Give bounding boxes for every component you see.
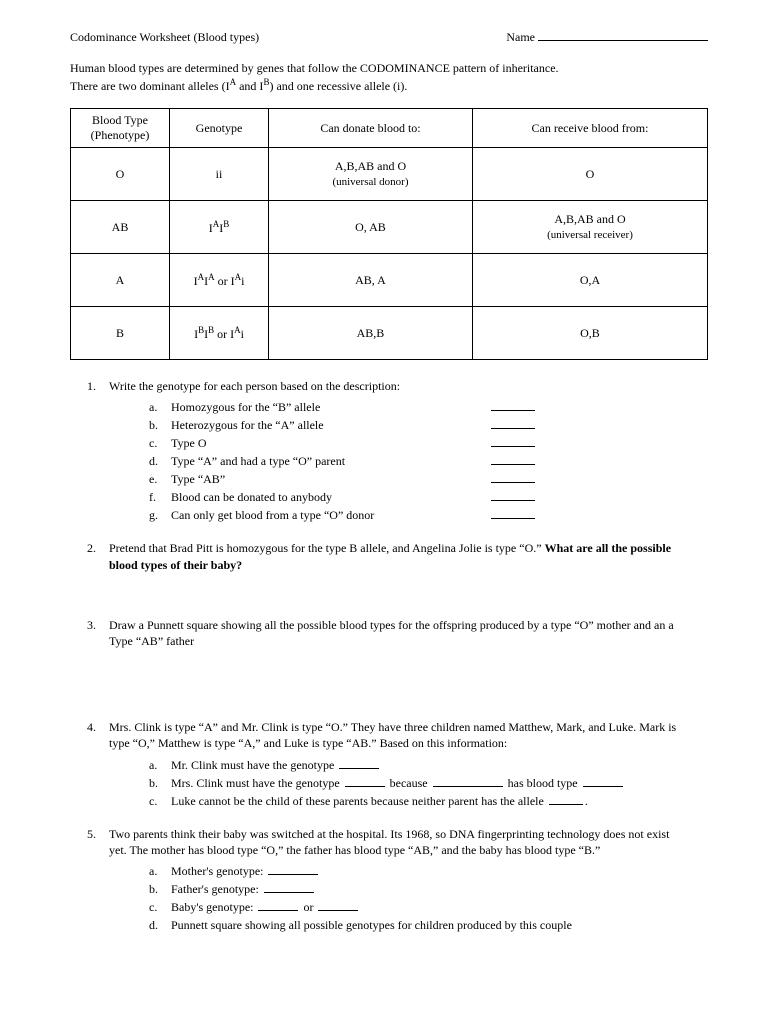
table-row: AB IAIB O, AB A,B,AB and O(universal rec… (71, 201, 708, 254)
name-blank (538, 40, 708, 41)
answer-blank (491, 464, 535, 465)
answer-blank (339, 768, 379, 769)
answer-blank (345, 786, 385, 787)
genotype-A: IAIA or IAi (170, 254, 269, 307)
th-genotype: Genotype (170, 109, 269, 148)
question-2: 2. Pretend that Brad Pitt is homozygous … (70, 540, 708, 572)
worksheet-page: Codominance Worksheet (Blood types) Name… (0, 0, 768, 1024)
answer-blank (491, 410, 535, 411)
q5-items: a. Mother's genotype: b. Father's genoty… (149, 862, 689, 934)
blood-type-table: Blood Type (Phenotype) Genotype Can dona… (70, 108, 708, 360)
answer-blank (491, 518, 535, 519)
intro-text: Human blood types are determined by gene… (70, 61, 708, 94)
title: Codominance Worksheet (Blood types) (70, 30, 259, 45)
list-item: e.Type “AB” (149, 470, 689, 488)
q4-items: a. Mr. Clink must have the genotype b. M… (149, 756, 689, 810)
question-3: 3. Draw a Punnett square showing all the… (70, 617, 708, 649)
genotype-AB: IAIB (170, 201, 269, 254)
q1-items: a.Homozygous for the “B” allele b.Hetero… (149, 398, 689, 524)
list-item: c. Luke cannot be the child of these par… (149, 792, 689, 810)
genotype-B: IBIB or IAi (170, 307, 269, 360)
list-item: a.Homozygous for the “B” allele (149, 398, 689, 416)
th-receive: Can receive blood from: (472, 109, 707, 148)
list-item: a. Mr. Clink must have the genotype (149, 756, 689, 774)
list-item: b. Father's genotype: (149, 880, 689, 898)
answer-blank (583, 786, 623, 787)
list-item: d.Type “A” and had a type “O” parent (149, 452, 689, 470)
question-1: 1. Write the genotype for each person ba… (70, 378, 708, 524)
answer-blank (491, 428, 535, 429)
answer-blank (264, 892, 314, 893)
list-item: g.Can only get blood from a type “O” don… (149, 506, 689, 524)
th-phenotype: Blood Type (Phenotype) (71, 109, 170, 148)
list-item: f.Blood can be donated to anybody (149, 488, 689, 506)
question-4: 4. Mrs. Clink is type “A” and Mr. Clink … (70, 719, 708, 809)
list-item: b.Heterozygous for the “A” allele (149, 416, 689, 434)
header: Codominance Worksheet (Blood types) Name (70, 30, 708, 45)
answer-blank (433, 786, 503, 787)
list-item: c.Type O (149, 434, 689, 452)
list-item: c. Baby's genotype: or (149, 898, 689, 916)
answer-blank (268, 874, 318, 875)
list-item: d. Punnett square showing all possible g… (149, 916, 689, 934)
answer-blank (549, 804, 583, 805)
table-header-row: Blood Type (Phenotype) Genotype Can dona… (71, 109, 708, 148)
answer-blank (491, 500, 535, 501)
table-row: A IAIA or IAi AB, A O,A (71, 254, 708, 307)
answer-blank (318, 910, 358, 911)
list-item: b. Mrs. Clink must have the genotype bec… (149, 774, 689, 792)
answer-blank (491, 482, 535, 483)
list-item: a. Mother's genotype: (149, 862, 689, 880)
th-donate: Can donate blood to: (269, 109, 473, 148)
table-row: O ii A,B,AB and O(universal donor) O (71, 148, 708, 201)
question-5: 5. Two parents think their baby was swit… (70, 826, 708, 934)
table-row: B IBIB or IAi AB,B O,B (71, 307, 708, 360)
name-field: Name (506, 30, 708, 45)
answer-blank (491, 446, 535, 447)
answer-blank (258, 910, 298, 911)
